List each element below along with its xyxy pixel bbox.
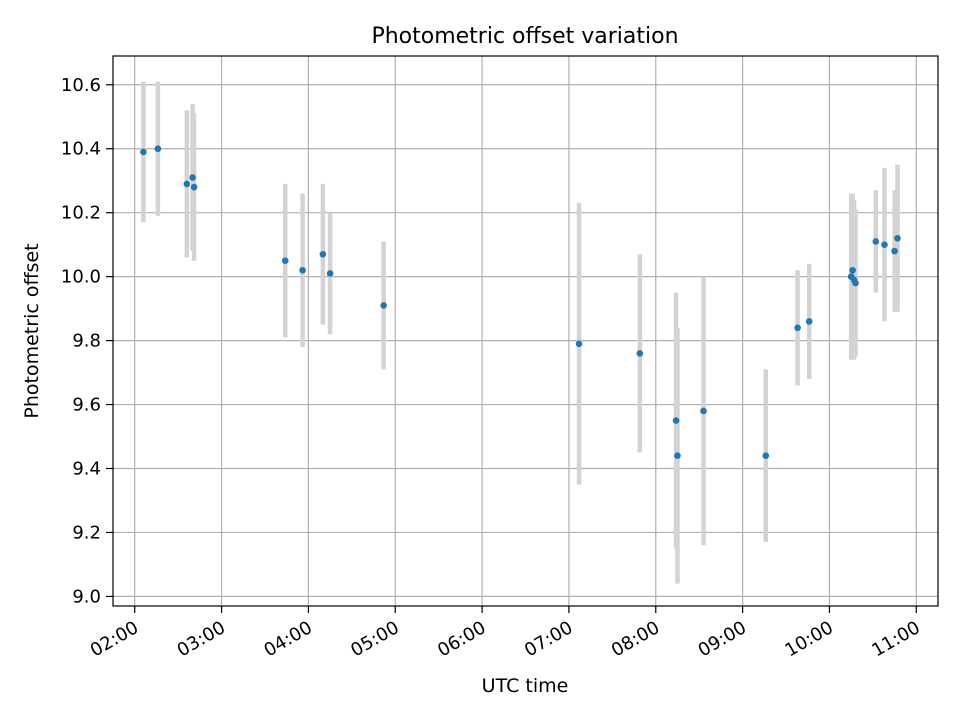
- y-tick-label: 9.0: [72, 586, 101, 607]
- data-point: [849, 266, 856, 274]
- data-point: [636, 350, 644, 357]
- data-point: [794, 324, 801, 332]
- data-point: [805, 318, 813, 325]
- data-point: [674, 452, 681, 460]
- data-point: [672, 417, 680, 424]
- data-point: [281, 257, 289, 264]
- y-tick-label: 10.0: [61, 267, 101, 288]
- y-axis-ticks: 9.0 9.2 9.4 9.6 9.8 10.0 10.2 10.4 10.6: [61, 75, 113, 607]
- data-point: [891, 247, 898, 255]
- y-tick-label: 9.6: [72, 395, 101, 416]
- data-point: [189, 174, 196, 181]
- data-point: [380, 302, 387, 309]
- data-point: [183, 180, 191, 188]
- data-point: [872, 238, 880, 245]
- data-point: [140, 148, 147, 156]
- data-point: [852, 279, 859, 287]
- data-point: [700, 407, 707, 415]
- data-point: [299, 266, 306, 274]
- grid-layer: [113, 56, 938, 606]
- y-tick-label: 10.4: [61, 139, 101, 160]
- point-layer: [140, 145, 901, 460]
- data-point: [762, 452, 770, 460]
- y-tick-label: 9.8: [72, 331, 101, 352]
- y-tick-label: 10.2: [61, 203, 101, 224]
- data-point: [326, 270, 334, 277]
- x-axis-label: UTC time: [482, 675, 569, 697]
- chart-title: Photometric offset variation: [371, 24, 678, 49]
- y-tick-label: 9.4: [72, 459, 101, 480]
- y-axis-label: Photometric offset: [21, 243, 43, 418]
- y-tick-label: 9.2: [72, 522, 101, 543]
- data-point: [190, 183, 198, 191]
- data-point: [575, 340, 583, 348]
- y-tick-label: 10.6: [61, 75, 101, 96]
- data-point: [154, 145, 162, 153]
- data-point: [881, 241, 888, 248]
- plot-frame: [112, 55, 939, 607]
- data-point: [319, 250, 327, 258]
- data-point: [894, 234, 901, 242]
